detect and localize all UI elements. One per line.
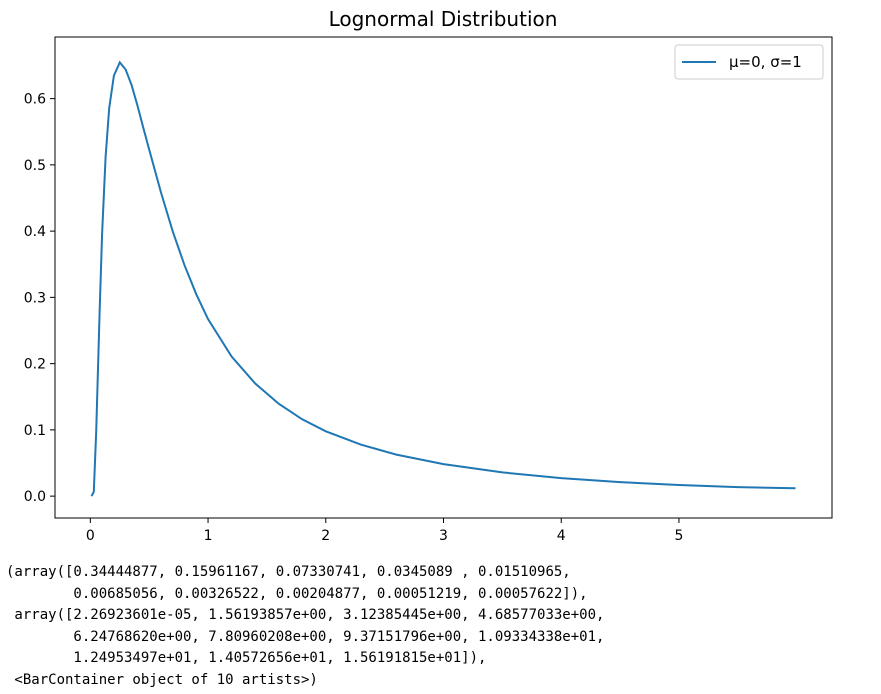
x-tick-label: 4 bbox=[557, 528, 566, 544]
y-tick-label: 0.0 bbox=[24, 489, 46, 505]
x-tick-label: 2 bbox=[321, 528, 330, 544]
chart-title: Lognormal Distribution bbox=[329, 7, 558, 31]
x-tick-label: 3 bbox=[439, 528, 448, 544]
y-tick-label: 0.6 bbox=[24, 92, 46, 108]
y-axis: 0.0 0.1 0.2 0.3 0.4 0.5 0.6 bbox=[24, 92, 55, 505]
y-tick-label: 0.3 bbox=[24, 290, 46, 306]
y-tick-label: 0.2 bbox=[24, 357, 46, 373]
y-tick-label: 0.5 bbox=[24, 158, 46, 174]
output-text: (array([0.34444877, 0.15961167, 0.073307… bbox=[6, 564, 605, 688]
x-tick-label: 0 bbox=[86, 528, 95, 544]
legend-box bbox=[674, 44, 824, 80]
x-tick-label: 5 bbox=[674, 528, 683, 544]
y-tick-label: 0.1 bbox=[24, 423, 46, 439]
plot-frame bbox=[54, 36, 833, 519]
legend-label: μ=0, σ=1 bbox=[729, 53, 802, 71]
series-line bbox=[90, 60, 796, 497]
legend: μ=0, σ=1 bbox=[674, 44, 824, 80]
x-tick-label: 1 bbox=[204, 528, 213, 544]
x-axis: 0 1 2 3 4 5 bbox=[86, 518, 683, 544]
y-tick-label: 0.4 bbox=[24, 224, 46, 240]
